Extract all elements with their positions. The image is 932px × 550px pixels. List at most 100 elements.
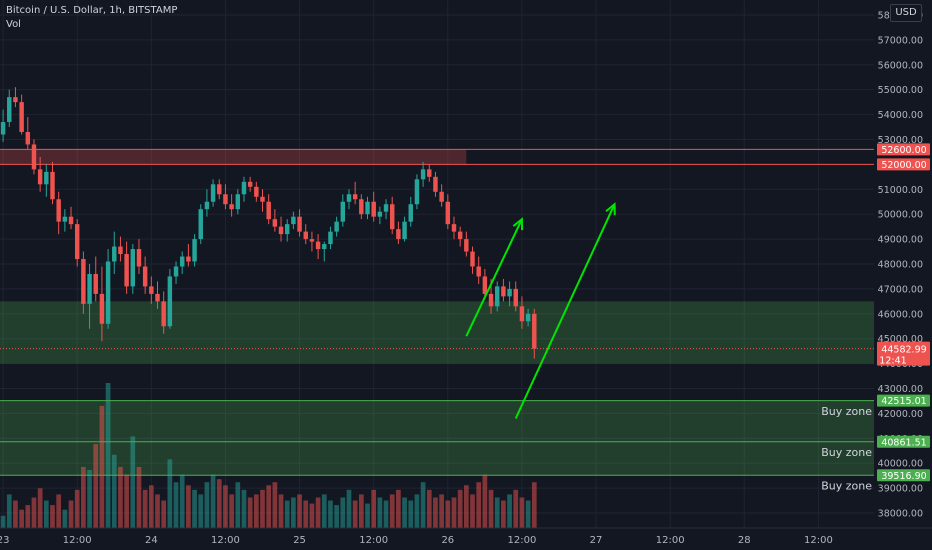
- level-price-text: 52600.00: [881, 145, 926, 156]
- candle-body: [451, 224, 457, 232]
- y-tick-label: 54000.00: [878, 110, 923, 121]
- candle-body: [31, 144, 37, 170]
- volume-bar: [315, 497, 321, 528]
- zone-rect: [0, 441, 874, 476]
- volume-bar: [43, 500, 49, 528]
- candle-body: [309, 239, 315, 242]
- candle-body: [93, 273, 98, 294]
- candle-body: [494, 286, 500, 307]
- candle-body: [7, 97, 12, 123]
- x-tick-label: 27: [590, 535, 603, 546]
- volume-bar: [99, 405, 105, 528]
- candle-body: [284, 224, 290, 235]
- volume-bar: [87, 470, 92, 528]
- candle-body: [464, 239, 469, 252]
- symbol-title: Bitcoin / U.S. Dollar, 1h, BITSTAMP: [6, 5, 178, 16]
- candle-body: [186, 256, 191, 262]
- price-axis: [876, 0, 932, 550]
- candle-body: [476, 266, 481, 277]
- level-price-tag: [877, 435, 930, 448]
- y-tick-label: 39000.00: [878, 484, 923, 495]
- volume-bar: [62, 509, 68, 528]
- volume-bar: [260, 489, 265, 528]
- trend-arrow: [514, 203, 616, 419]
- candle-body: [346, 194, 352, 202]
- level-price-tag: [877, 469, 930, 482]
- volume-bar: [513, 489, 519, 528]
- candle-body: [149, 286, 154, 294]
- x-tick-label: 12:00: [804, 535, 833, 546]
- volume-bar: [167, 459, 173, 528]
- candle-body: [179, 256, 185, 267]
- volume-bar: [470, 494, 475, 528]
- volume-bar: [420, 482, 426, 528]
- volume-bar: [439, 494, 444, 528]
- candle-body: [142, 266, 148, 287]
- volume-bar: [463, 485, 469, 528]
- volume-bar: [309, 503, 315, 528]
- y-tick-label: 49000.00: [878, 235, 923, 246]
- y-tick-label: 48000.00: [878, 260, 923, 271]
- volume-bar: [457, 489, 463, 528]
- candle-body: [365, 201, 370, 215]
- volume-bar: [433, 497, 438, 528]
- volume-bar: [340, 497, 346, 528]
- volume-bar: [346, 489, 352, 528]
- volume-bar: [235, 482, 241, 528]
- level-price-text: 42515.01: [881, 396, 926, 407]
- volume-bar: [284, 500, 290, 528]
- arrow-head: [605, 202, 616, 216]
- volume-bar: [229, 494, 234, 528]
- volume-bar: [501, 500, 506, 528]
- candle-body: [87, 273, 92, 304]
- candle-body: [414, 179, 420, 205]
- candle-body: [124, 254, 129, 287]
- volume-bar: [488, 489, 494, 528]
- volume-bar: [334, 505, 339, 528]
- candle-body: [118, 246, 123, 255]
- candle-body: [50, 171, 55, 200]
- volume-bar: [210, 474, 216, 528]
- level-price-tag: [877, 143, 930, 156]
- candle-body: [155, 293, 160, 302]
- x-tick-label: 24: [145, 535, 158, 546]
- candle-body: [130, 249, 136, 287]
- volume-bar: [111, 454, 117, 528]
- y-tick-label: 57000.00: [878, 35, 923, 46]
- candle-body: [457, 231, 463, 240]
- volume-bar: [247, 497, 253, 528]
- candle-body: [513, 288, 518, 307]
- candle-body: [482, 276, 488, 294]
- zone-rect: [0, 149, 467, 165]
- candle-body: [328, 231, 333, 245]
- volume-bar: [118, 466, 123, 528]
- volume-bar: [148, 485, 154, 528]
- volume-bar: [303, 500, 309, 528]
- x-tick-label: 12:00: [359, 535, 388, 546]
- candle-body: [396, 229, 401, 240]
- candle-body: [204, 201, 210, 210]
- volume-bar: [56, 494, 62, 528]
- y-tick-label: 47000.00: [878, 284, 923, 295]
- volume-bar: [451, 497, 457, 528]
- candle-body: [507, 288, 512, 297]
- candle-body: [235, 194, 241, 210]
- candle-body: [445, 201, 451, 225]
- volume-bar: [155, 494, 160, 528]
- volume-bar: [31, 497, 37, 528]
- candle-body: [525, 313, 531, 322]
- candle-body: [377, 211, 383, 217]
- candle-body: [389, 204, 395, 230]
- candle-body: [37, 169, 43, 185]
- volume-bar: [494, 497, 500, 528]
- x-tick-label: 12:00: [63, 535, 92, 546]
- volume-bar: [179, 474, 185, 528]
- currency-button[interactable]: USD: [890, 4, 922, 22]
- volume-bar: [93, 444, 99, 528]
- buy-zone-label: Buy zone: [821, 446, 872, 459]
- volume-bar: [402, 497, 407, 528]
- arrow-head: [512, 217, 524, 231]
- candle-body: [334, 221, 339, 232]
- buy-zone-label: Buy zone: [821, 405, 872, 418]
